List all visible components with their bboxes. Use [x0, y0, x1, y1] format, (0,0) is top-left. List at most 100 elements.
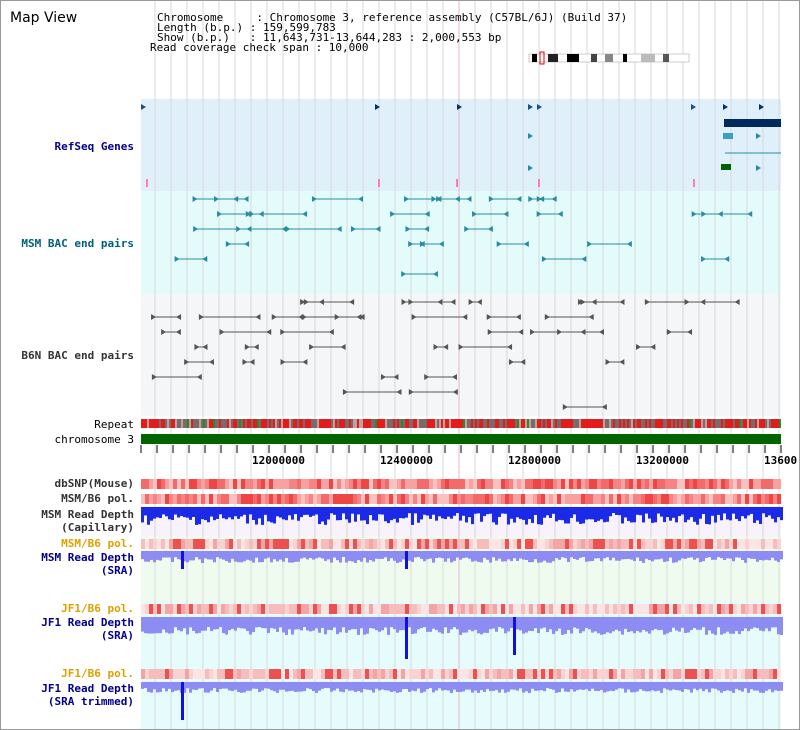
repeat-segment	[753, 419, 755, 428]
heat-cell	[437, 604, 441, 614]
depth-bar	[237, 682, 240, 693]
heat-cell	[193, 539, 197, 549]
heat-cell	[433, 494, 437, 504]
heat-cell	[141, 539, 145, 549]
heat-cell	[493, 539, 497, 549]
heat-cell	[665, 479, 669, 489]
gene-arrow	[528, 133, 533, 139]
heat-cell	[153, 539, 157, 549]
depth-bar	[243, 617, 246, 629]
repeat-segment	[741, 419, 743, 428]
heat-cell	[765, 669, 769, 679]
heat-cell	[577, 669, 581, 679]
track-label-msm-b6-pol-2[interactable]: MSM/B6 pol.	[61, 537, 134, 550]
depth-bar	[420, 507, 423, 520]
depth-bar	[543, 617, 546, 628]
heat-cell	[261, 479, 265, 489]
heat-cell	[249, 494, 253, 504]
depth-bar	[447, 682, 450, 691]
depth-bar	[666, 551, 669, 562]
depth-bar	[378, 551, 381, 560]
heat-cell	[769, 604, 773, 614]
depth-bar	[717, 551, 720, 558]
heat-cell	[297, 494, 301, 504]
depth-bar	[381, 682, 384, 690]
heat-cell	[233, 539, 237, 549]
track-label-msm-b6-pol[interactable]: MSM/B6 pol.	[61, 492, 134, 505]
heat-cell	[513, 479, 517, 489]
track-label-repeat[interactable]: Repeat	[94, 418, 134, 431]
depth-bar	[678, 682, 681, 691]
heat-cell	[713, 604, 717, 614]
heat-cell	[613, 539, 617, 549]
heat-cell	[237, 604, 241, 614]
heat-cell	[425, 479, 429, 489]
track-label-refseq[interactable]: RefSeq Genes	[54, 140, 134, 153]
track-label-b6n-bac[interactable]: B6N BAC end pairs	[21, 349, 134, 362]
repeat-segment	[159, 419, 161, 428]
track-label-jf1-b6-pol-2[interactable]: JF1/B6 pol.	[61, 667, 134, 680]
heat-cell	[165, 494, 169, 504]
depth-bar	[474, 617, 477, 630]
bac-end	[401, 271, 407, 277]
heat-cell	[309, 669, 313, 679]
repeat-segment	[555, 419, 557, 428]
repeat-segment	[763, 419, 765, 428]
track-label-jf1-depth-trimmed-sub: (SRA trimmed)	[47, 695, 134, 708]
bac-end	[562, 404, 568, 410]
bac-end	[724, 256, 730, 262]
repeat-segment	[497, 419, 499, 428]
heat-cell	[729, 604, 733, 614]
bac-end	[340, 344, 346, 350]
depth-bar	[282, 551, 285, 562]
heat-cell	[593, 494, 597, 504]
heat-cell	[649, 494, 653, 504]
heat-cell	[389, 479, 393, 489]
depth-bar	[645, 682, 648, 692]
repeat-segment	[569, 419, 571, 428]
track-label-msm-depth-sra[interactable]: MSM Read Depth	[41, 551, 134, 564]
depth-bar	[723, 682, 726, 691]
depth-bar	[228, 551, 231, 563]
depth-bar	[267, 682, 270, 689]
depth-bar	[261, 507, 264, 525]
track-label-msm-depth-capillary[interactable]: MSM Read Depth	[41, 508, 134, 521]
repeat-segment	[339, 419, 341, 428]
depth-bar	[333, 617, 336, 628]
bac-end	[245, 211, 251, 217]
track-label-dbsnp[interactable]: dbSNP(Mouse)	[54, 477, 134, 490]
depth-bar	[177, 551, 180, 560]
heat-cell	[745, 494, 749, 504]
heat-cell	[573, 669, 577, 679]
bac-end	[462, 314, 468, 320]
depth-bar	[645, 551, 648, 559]
heat-cell	[173, 479, 177, 489]
heat-cell	[197, 479, 201, 489]
heat-cell	[421, 494, 425, 504]
heat-cell	[417, 539, 421, 549]
repeat-segment	[619, 419, 621, 428]
depth-bar	[717, 617, 720, 628]
heat-cell	[521, 669, 525, 679]
depth-bar	[720, 551, 723, 559]
depth-bar	[471, 682, 474, 693]
track-label-jf1-depth-trimmed[interactable]: JF1 Read Depth	[41, 682, 134, 695]
heat-cell	[457, 479, 461, 489]
depth-bar	[441, 617, 444, 634]
depth-bar	[414, 617, 417, 634]
heat-cell	[309, 604, 313, 614]
depth-bar	[480, 507, 483, 522]
depth-bar	[522, 617, 525, 634]
heat-cell	[469, 494, 473, 504]
heat-cell	[753, 669, 757, 679]
heat-cell	[685, 539, 689, 549]
heat-cell	[609, 604, 613, 614]
heat-cell	[253, 494, 257, 504]
track-label-msm-bac[interactable]: MSM BAC end pairs	[21, 237, 134, 250]
track-label-jf1-depth-sra[interactable]: JF1 Read Depth	[41, 616, 134, 629]
heat-cell	[241, 669, 245, 679]
track-label-jf1-b6-pol[interactable]: JF1/B6 pol.	[61, 602, 134, 615]
repeat-segment	[315, 419, 317, 428]
depth-bar	[246, 507, 249, 524]
